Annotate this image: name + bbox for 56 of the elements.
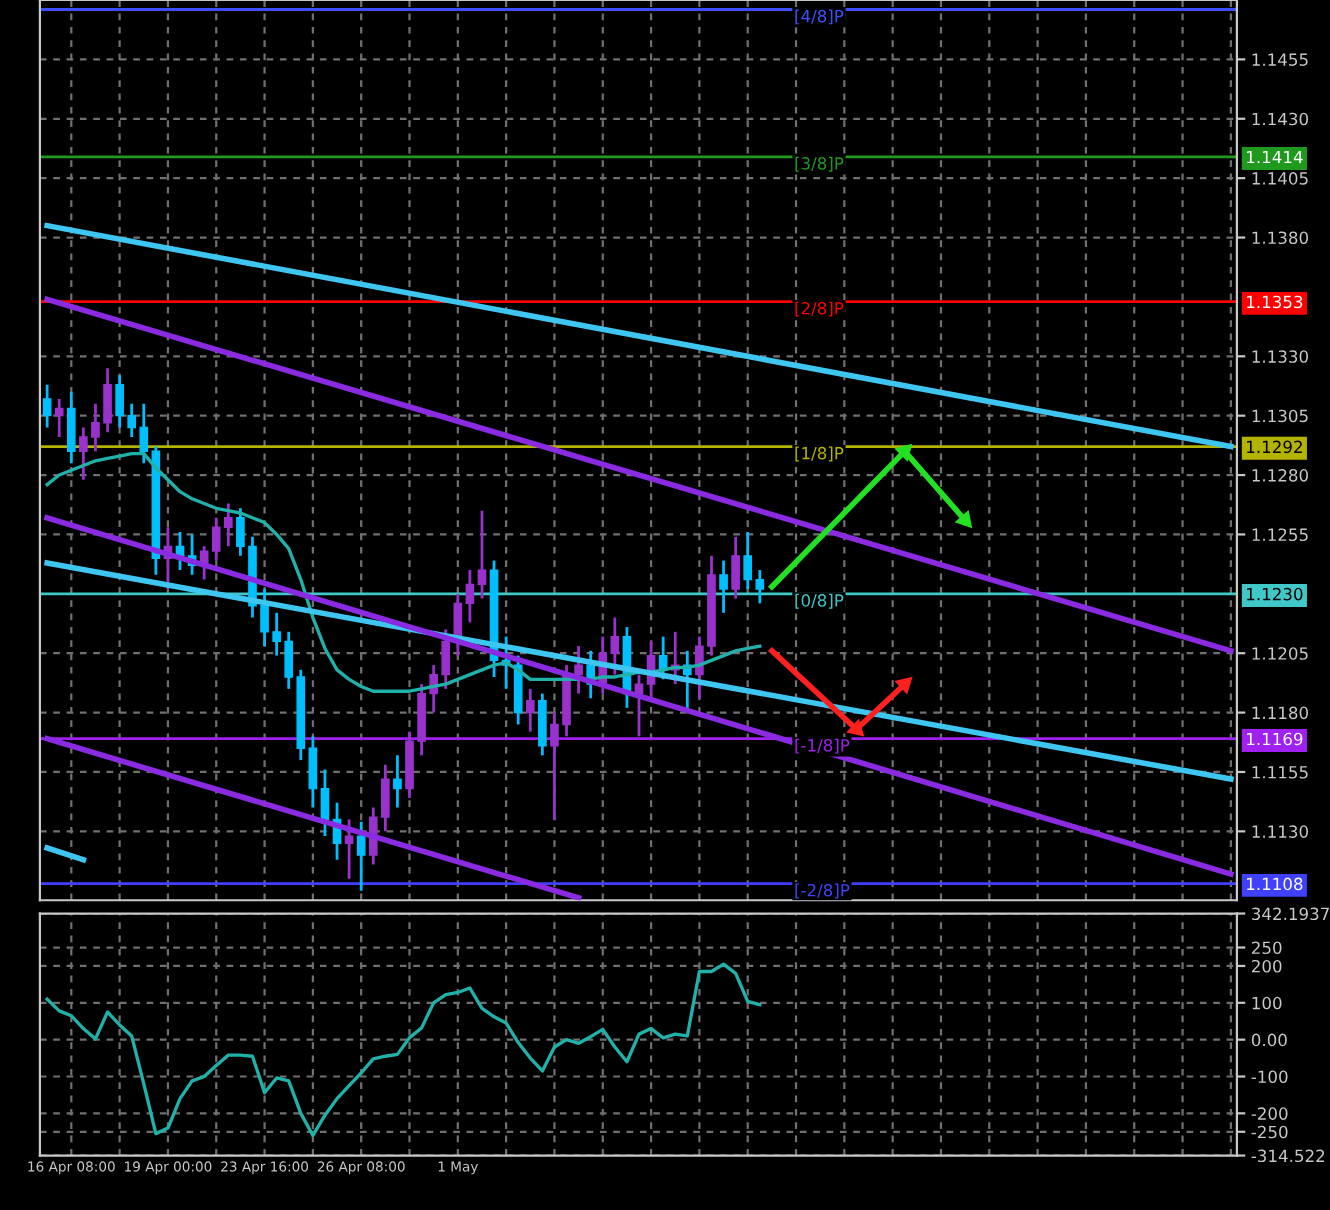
candlestick — [393, 753, 402, 809]
y2-tick-label: 1.1230 — [1247, 587, 1303, 601]
y-tick-label: 1.1430 — [1252, 112, 1308, 126]
y-tick-label: 342.1937 — [1252, 907, 1329, 921]
y-tick-label: 1.1255 — [1252, 528, 1308, 542]
ref-line-label: [-2/8]P — [795, 883, 850, 899]
point — [894, 443, 913, 462]
y-tick-label: -250 — [1251, 1125, 1288, 1139]
y-tick-label: 1.1455 — [1252, 53, 1308, 66]
ref-line-label: [1/8]P — [795, 446, 844, 462]
y-tick-label: 1.1180 — [1252, 706, 1308, 720]
y-tick-label: 1.1205 — [1252, 647, 1308, 660]
line-series — [45, 962, 762, 1138]
y-tick-label: 1.1280 — [1252, 469, 1308, 482]
y-tick-label: -100 — [1251, 1070, 1288, 1084]
point — [846, 718, 865, 737]
ref-line-label: [3/8]P — [795, 156, 844, 172]
candlestick — [344, 818, 354, 881]
candlestick — [477, 509, 487, 600]
y-tick-label: 1.1155 — [1252, 766, 1308, 779]
ref-line-label: [-1/8]P — [795, 738, 850, 754]
y2-tick-label: 1.1169 — [1247, 732, 1303, 746]
candlestick — [538, 692, 547, 757]
y-tick-label: 0.00 — [1251, 1033, 1287, 1047]
candlestick — [525, 687, 535, 733]
y-tick-label: 1.1130 — [1252, 825, 1308, 838]
candlestick — [308, 734, 318, 809]
y2-tick-label: 1.1414 — [1247, 150, 1303, 164]
ref-line-label: [0/8]P — [795, 593, 844, 609]
candlestick — [719, 559, 728, 615]
point — [894, 676, 913, 695]
candlestick — [731, 535, 740, 600]
point — [954, 510, 973, 529]
candlestick — [54, 397, 64, 439]
ref-line-label: [4/8]P — [795, 9, 844, 25]
candlestick — [42, 383, 52, 429]
candlestick — [610, 616, 620, 676]
candlestick — [320, 768, 330, 838]
candlestick — [513, 654, 523, 726]
y-tick-label: 1.1330 — [1252, 350, 1308, 363]
y-tick-label: 100 — [1252, 996, 1282, 1010]
y-tick-label: 1.1305 — [1252, 409, 1308, 423]
y-tick-label: 1.1405 — [1252, 172, 1308, 185]
ref-line-label: [2/8]P — [795, 301, 844, 317]
y-tick-label: 1.1380 — [1252, 231, 1308, 245]
candlestick — [574, 644, 583, 695]
candlestick — [465, 568, 475, 624]
y-tick-label: -200 — [1251, 1107, 1288, 1120]
y-tick-label: 200 — [1252, 959, 1282, 973]
y2-tick-label: 1.1292 — [1247, 440, 1302, 454]
y2-tick-label: 1.1108 — [1247, 877, 1303, 891]
y-tick-label: -314.522 — [1251, 1149, 1325, 1163]
y2-tick-label: 1.1353 — [1247, 295, 1303, 309]
candlestick — [66, 390, 76, 465]
candlestick — [356, 820, 366, 893]
y-tick-label: 250 — [1252, 941, 1282, 955]
